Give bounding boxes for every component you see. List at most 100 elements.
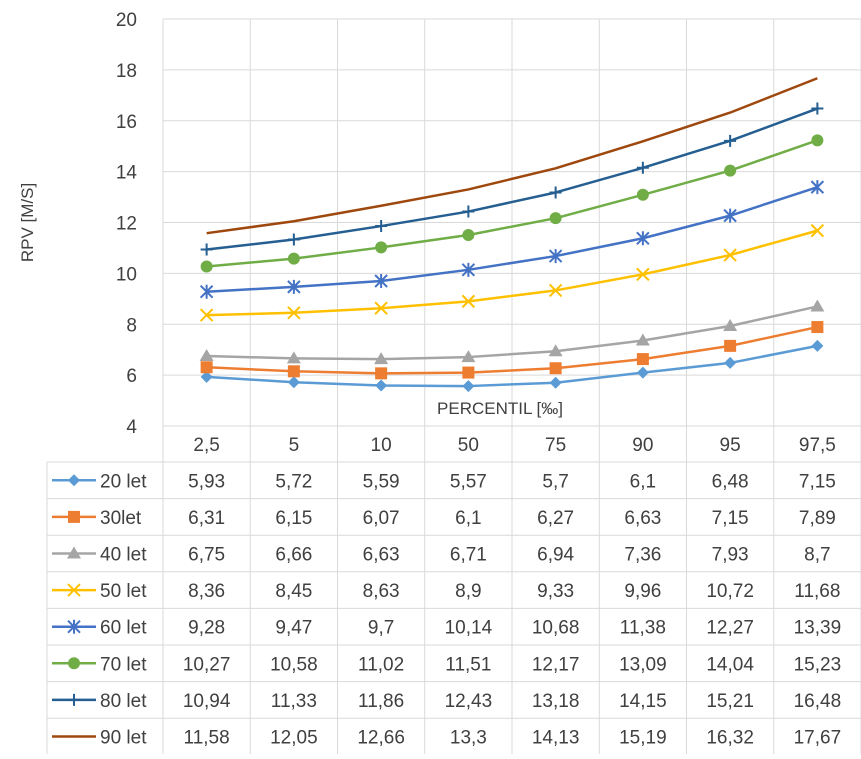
- table-cell-value: 12,17: [532, 654, 580, 675]
- table-cell-value: 6,07: [363, 508, 400, 529]
- data-point: [636, 366, 649, 379]
- table-cell-value: 13,39: [794, 618, 842, 639]
- y-tick-label: 4: [126, 417, 137, 438]
- x-tick-label: 75: [545, 435, 566, 456]
- legend-label: 60 let: [100, 618, 147, 639]
- data-point: [200, 260, 213, 273]
- data-point: [200, 370, 213, 383]
- data-point: [286, 351, 301, 364]
- x-tick-label: 97,5: [799, 435, 836, 456]
- series-70-let: [200, 134, 824, 273]
- data-point: [287, 233, 300, 246]
- table-cell-value: 5,59: [363, 471, 400, 492]
- table-cell-value: 10,94: [183, 691, 231, 712]
- data-point: [374, 301, 388, 315]
- table-cell-value: 11,86: [358, 691, 404, 712]
- data-point: [811, 134, 824, 147]
- data-point: [462, 205, 475, 218]
- table-cell-value: 6,27: [537, 508, 574, 529]
- table-cell-value: 7,15: [799, 471, 836, 492]
- data-point: [375, 367, 388, 380]
- legend-key-marker: [68, 657, 80, 670]
- data-point: [636, 267, 650, 282]
- table-cell-value: 6,1: [630, 471, 656, 492]
- data-point: [287, 306, 301, 320]
- data-point: [462, 380, 475, 393]
- legend-key-marker: [68, 693, 80, 706]
- table-cell-value: 8,63: [363, 581, 400, 602]
- series-line: [206, 229, 818, 317]
- data-point: [549, 186, 562, 199]
- y-tick-label: 6: [126, 366, 137, 387]
- y-tick-label: 18: [116, 61, 137, 82]
- table-cell-value: 6,15: [275, 508, 312, 529]
- data-point: [636, 231, 650, 246]
- table-cell-value: 6,94: [537, 545, 574, 566]
- table-cell-value: 9,28: [188, 618, 225, 639]
- data-point: [724, 164, 737, 177]
- series-line: [206, 305, 818, 361]
- data-point: [810, 223, 825, 238]
- table-cell-value: 8,7: [804, 545, 830, 566]
- y-axis-title: RPV [M/S]: [18, 183, 37, 262]
- data-point: [287, 279, 301, 294]
- table-cell-value: 16,32: [706, 728, 754, 749]
- data-point: [461, 262, 476, 277]
- table-cell-value: 10,72: [706, 581, 754, 602]
- series-30let: [200, 321, 824, 380]
- y-tick-label: 12: [116, 214, 137, 235]
- table-cell-value: 7,15: [712, 508, 749, 529]
- data-point: [200, 243, 213, 256]
- x-tick-label: 95: [720, 435, 741, 456]
- table-cell-value: 12,43: [445, 691, 493, 712]
- y-tick-label: 10: [116, 264, 137, 285]
- table-cell-value: 6,63: [363, 545, 400, 566]
- legend-key-marker: [67, 546, 81, 559]
- table-cell-value: 6,66: [275, 545, 312, 566]
- series-line: [206, 185, 818, 293]
- series-80-let: [200, 102, 824, 256]
- table-cell-value: 9,47: [275, 618, 312, 639]
- data-point: [461, 350, 476, 363]
- table-cell-value: 6,71: [450, 545, 487, 566]
- data-point: [548, 283, 563, 298]
- data-point: [462, 228, 475, 241]
- table-cell-value: 5,7: [542, 471, 568, 492]
- data-point: [549, 212, 562, 225]
- data-point: [462, 366, 475, 379]
- series-20-let: [200, 339, 824, 393]
- table-cell-value: 14,13: [532, 728, 580, 749]
- table-cell-value: 5,72: [275, 471, 312, 492]
- series-50-let: [199, 223, 825, 322]
- legend-label: 20 let: [100, 471, 147, 492]
- table-cell-value: 10,58: [270, 654, 318, 675]
- x-axis-title: PERCENTIL [‰]: [437, 399, 563, 418]
- data-point: [549, 362, 562, 375]
- table-cell-value: 15,19: [619, 728, 667, 749]
- data-point: [724, 134, 737, 147]
- y-tick-label: 20: [116, 10, 137, 31]
- table-cell-value: 9,7: [368, 618, 394, 639]
- table-cell-value: 8,45: [275, 581, 312, 602]
- series-90-let: [206, 77, 818, 235]
- data-point: [287, 376, 300, 389]
- table-cell-value: 6,31: [188, 508, 225, 529]
- data-point: [636, 353, 649, 366]
- series-40-let: [199, 299, 825, 365]
- table-cell-value: 17,67: [794, 728, 842, 749]
- data-point: [811, 339, 824, 352]
- y-tick-label: 16: [116, 112, 137, 133]
- x-tick-label: 90: [632, 435, 653, 456]
- table-cell-value: 13,09: [619, 654, 667, 675]
- data-point: [636, 161, 649, 174]
- series-line: [206, 107, 818, 251]
- data-point: [375, 379, 388, 392]
- table-cell-value: 15,23: [794, 654, 842, 675]
- data-point: [723, 208, 737, 223]
- data-point: [724, 339, 737, 352]
- table-cell-value: 12,27: [706, 618, 754, 639]
- data-point: [199, 308, 214, 322]
- legend-key-marker: [67, 583, 81, 597]
- data-point: [810, 180, 825, 195]
